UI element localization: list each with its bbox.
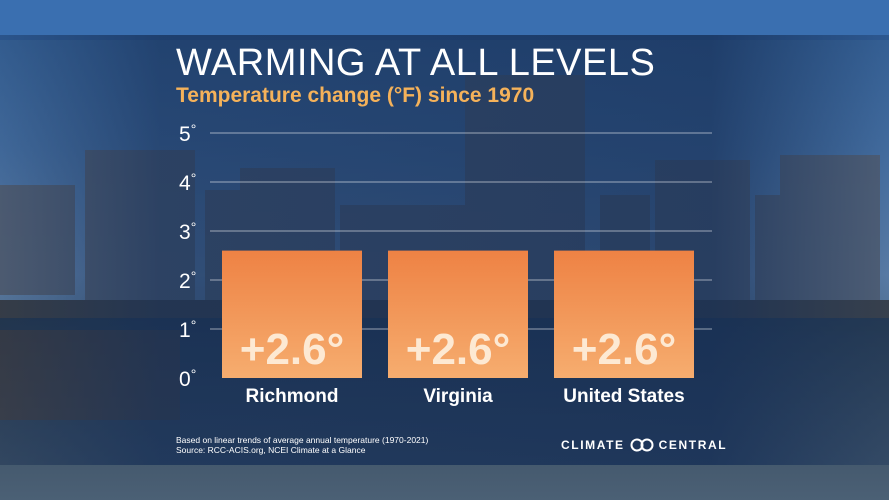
bars [222,250,694,378]
category-labels: Richmond Virginia United States [246,386,685,407]
y-tick-label: 4° [179,170,196,195]
y-axis-ticks: 0° 1° 2° 3° 4° 5° [179,121,196,391]
climate-central-logo-icon [630,438,654,452]
chart-subtitle: Temperature change (°F) since 1970 [176,84,535,107]
category-label: United States [563,386,684,407]
bar-value-labels: +2.6° +2.6° +2.6° [240,325,676,374]
footnote: Based on linear trends of average annual… [176,435,428,455]
dark-panel-overlay [0,35,889,465]
bar-value-label: +2.6° [406,325,510,374]
bar [554,250,694,378]
footnote-method: Based on linear trends of average annual… [176,435,429,445]
y-tick-label: 1° [179,317,196,342]
bar [222,250,362,378]
brand-text-left: CLIMATE [561,438,625,452]
chart-title: WARMING AT ALL LEVELS [176,42,656,84]
bar-value-label: +2.6° [572,325,676,374]
brand-text-right: CENTRAL [658,438,728,452]
bar-value-label: +2.6° [240,325,344,374]
category-label: Richmond [246,386,339,407]
brand-logo: CLIMATE CENTRAL [561,438,727,452]
bar [388,250,528,378]
y-tick-label: 0° [179,366,196,391]
y-tick-label: 3° [179,219,196,244]
y-tick-label: 2° [179,268,196,293]
category-label: Virginia [423,386,493,407]
footnote-source: Source: RCC-ACIS.org, NCEI Climate at a … [176,445,366,455]
y-tick-label: 5° [179,121,196,146]
